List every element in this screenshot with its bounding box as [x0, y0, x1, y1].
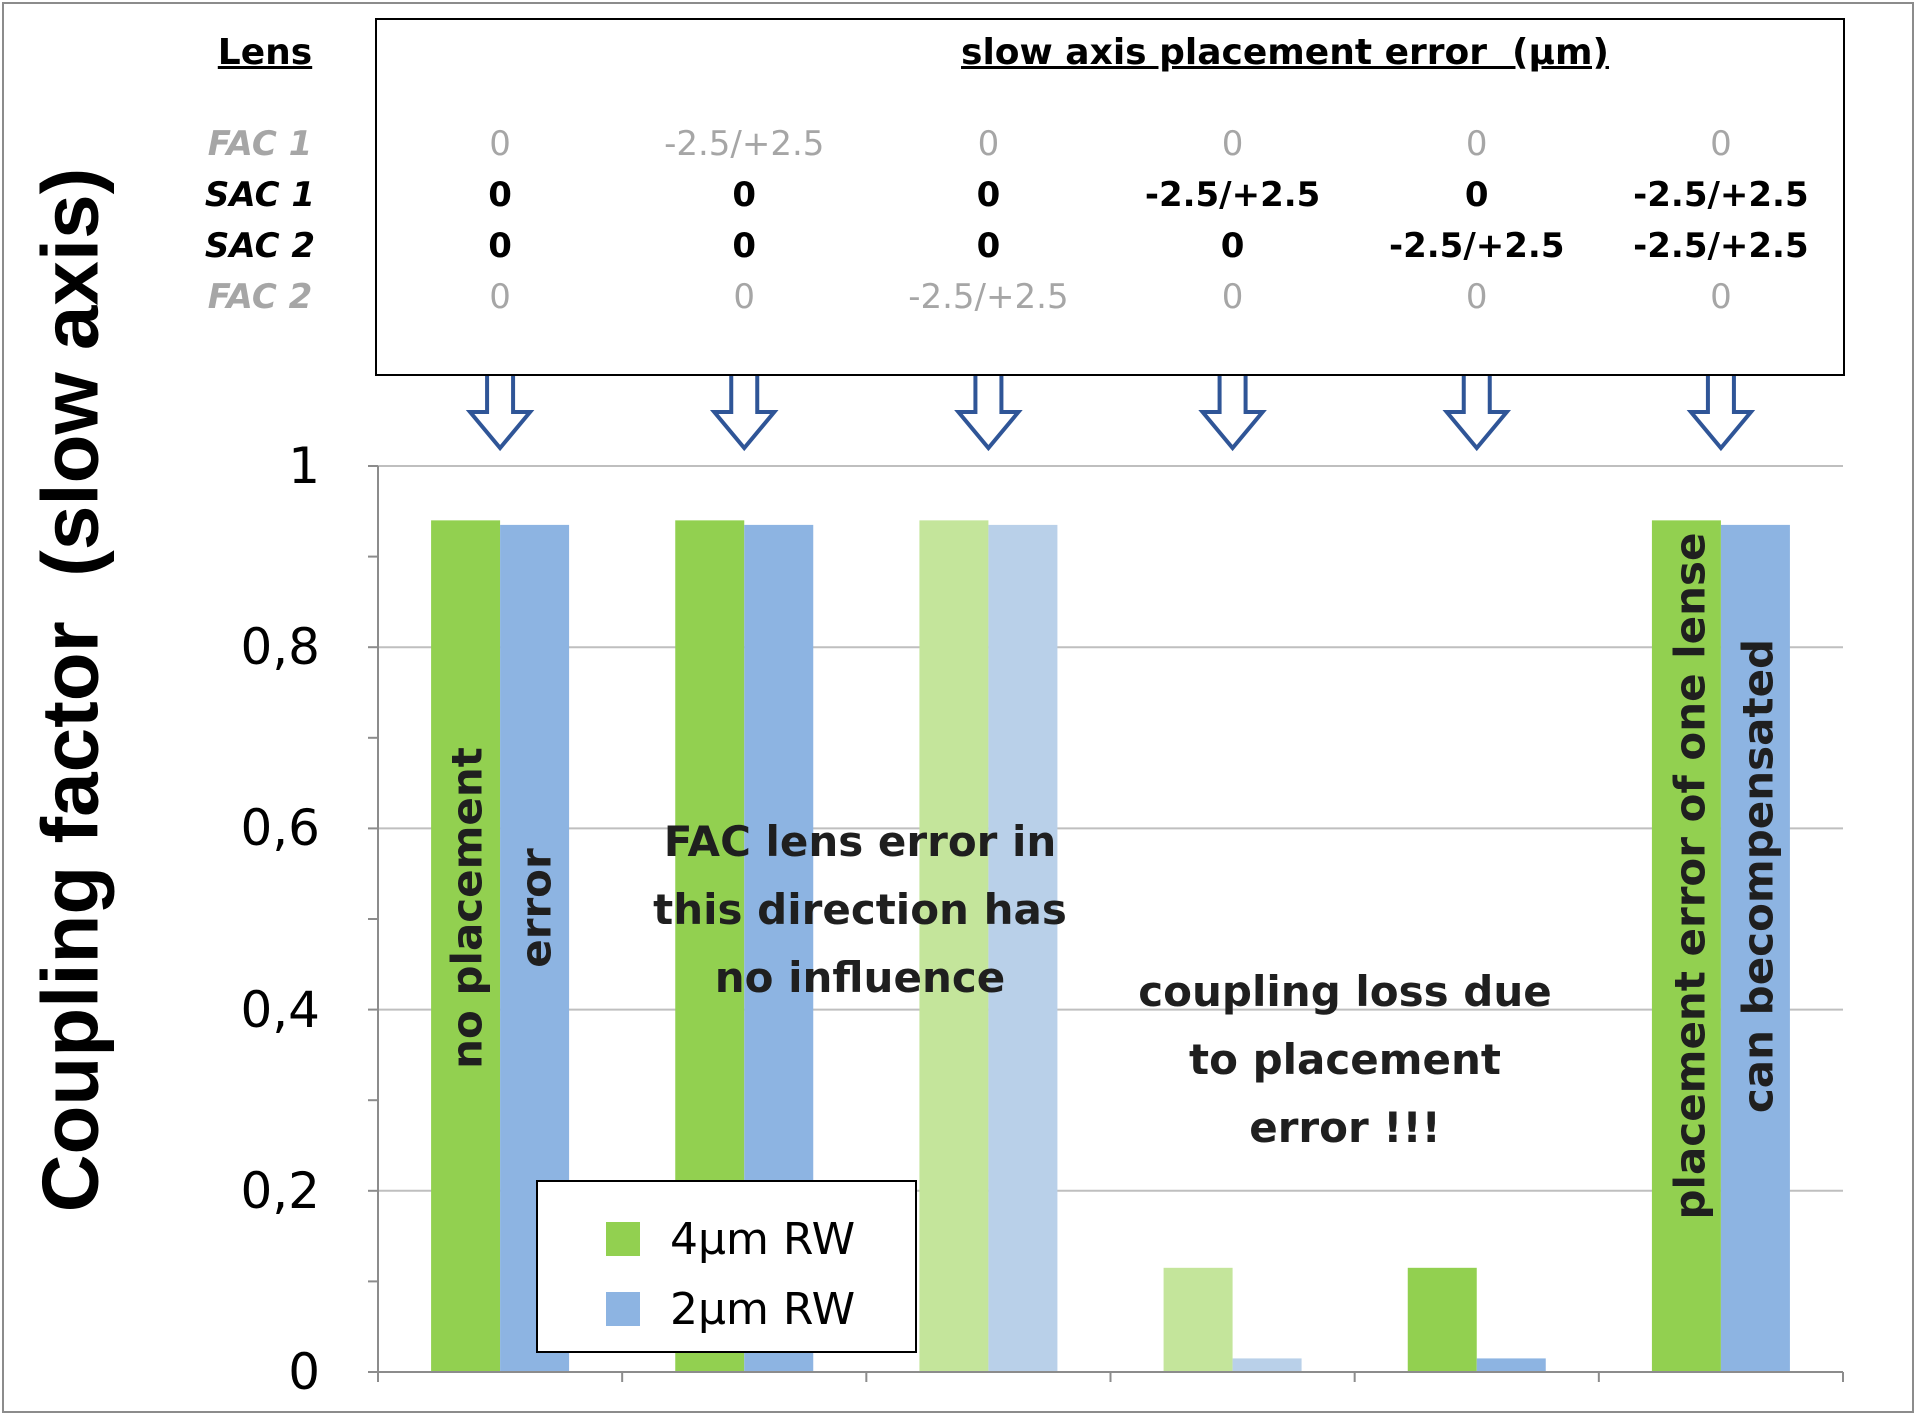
table-cell: 0	[733, 277, 756, 317]
table-cell: -2.5/+2.5	[1633, 175, 1809, 215]
lens-header: Lens	[217, 32, 313, 73]
bar-4um	[919, 520, 989, 1372]
table-cell: 0	[977, 124, 1000, 164]
table-row-label: FAC 2	[207, 277, 313, 317]
legend: 4µm RW 2µm RW	[536, 1180, 917, 1353]
table-cell: 0	[488, 226, 512, 266]
table-cell: 0	[1465, 277, 1488, 317]
placement-table	[375, 18, 1845, 376]
annotation-fac-error-line: this direction has	[653, 885, 1067, 934]
annotation-no-placement-line2: error	[511, 848, 561, 968]
annotation-fac-error-line: FAC lens error in	[663, 817, 1057, 866]
table-cell: 0	[732, 226, 757, 266]
table-cell: -2.5/+2.5	[1633, 226, 1809, 266]
table-cell: 0	[489, 277, 511, 317]
legend-item-2um: 2µm RW	[606, 1283, 856, 1335]
table-cell: 0	[1220, 226, 1245, 266]
annotation-fac-error: FAC lens error in this direction has no …	[620, 808, 1100, 1012]
legend-label-4um: 4µm RW	[670, 1213, 856, 1265]
table-cell: 0	[1464, 175, 1489, 215]
bar-4um	[1407, 1267, 1477, 1372]
bar-2um	[988, 524, 1058, 1372]
table-title: slow axis placement error (µm)	[961, 32, 1609, 73]
legend-swatch-2um	[606, 1292, 640, 1326]
y-axis-label-wrap: Coupling factor (slow axis)	[0, 140, 140, 1240]
y-tick-label: 1	[288, 437, 320, 495]
legend-swatch-4um	[606, 1222, 640, 1256]
y-tick-label: 0,6	[240, 799, 320, 858]
table-cell: -2.5/+2.5	[664, 124, 825, 164]
annotation-compensated-line2: can becompensated	[1733, 638, 1783, 1114]
table-cell: 0	[1465, 124, 1488, 164]
table-cell: -2.5/+2.5	[908, 277, 1069, 317]
y-axis-label: Coupling factor (slow axis)	[25, 167, 114, 1213]
bar-2um	[1232, 1358, 1302, 1372]
table-cell: 0	[1221, 277, 1244, 317]
annotation-compensated-line1: placement error of one lense	[1665, 532, 1715, 1220]
bar-4um	[431, 520, 501, 1372]
table-cell: 0	[1710, 124, 1732, 164]
bar-4um	[1651, 520, 1721, 1372]
table-cell: 0	[1221, 124, 1244, 164]
table-cell: 0	[1710, 277, 1732, 317]
axes	[368, 465, 1844, 1382]
annotation-no-placement-line1: no placement	[442, 747, 492, 1069]
annotation-fac-error-line: no influence	[714, 953, 1006, 1002]
table-cell: 0	[732, 175, 757, 215]
y-tick-label: 0,4	[240, 980, 320, 1039]
annotation-coupling-loss-line: to placement	[1189, 1035, 1501, 1084]
bar-2um	[1476, 1358, 1546, 1372]
y-tick-label: 0,8	[240, 618, 320, 677]
table-cell: 0	[488, 175, 512, 215]
table-cell: 0	[976, 226, 1001, 266]
y-tick-label: 0,2	[240, 1161, 320, 1220]
annotation-coupling-loss: coupling loss due to placement error !!!	[1100, 958, 1590, 1162]
table-cell: 0	[976, 175, 1001, 215]
bar-2um	[1720, 524, 1790, 1372]
annotation-coupling-loss-line: error !!!	[1249, 1103, 1441, 1152]
y-tick-label: 0	[288, 1343, 320, 1401]
table-cell: -2.5/+2.5	[1389, 226, 1565, 266]
bar-4um	[1163, 1267, 1233, 1372]
arrows	[465, 343, 1756, 452]
table-cell: -2.5/+2.5	[1144, 175, 1321, 215]
legend-label-2um: 2µm RW	[670, 1283, 856, 1335]
annotation-coupling-loss-line: coupling loss due	[1138, 967, 1552, 1016]
table-row-label: SAC 2	[204, 226, 316, 266]
table-row-label: FAC 1	[207, 124, 313, 164]
legend-item-4um: 4µm RW	[606, 1213, 856, 1265]
table-row-label: SAC 1	[204, 175, 316, 215]
table-cell: 0	[489, 124, 511, 164]
